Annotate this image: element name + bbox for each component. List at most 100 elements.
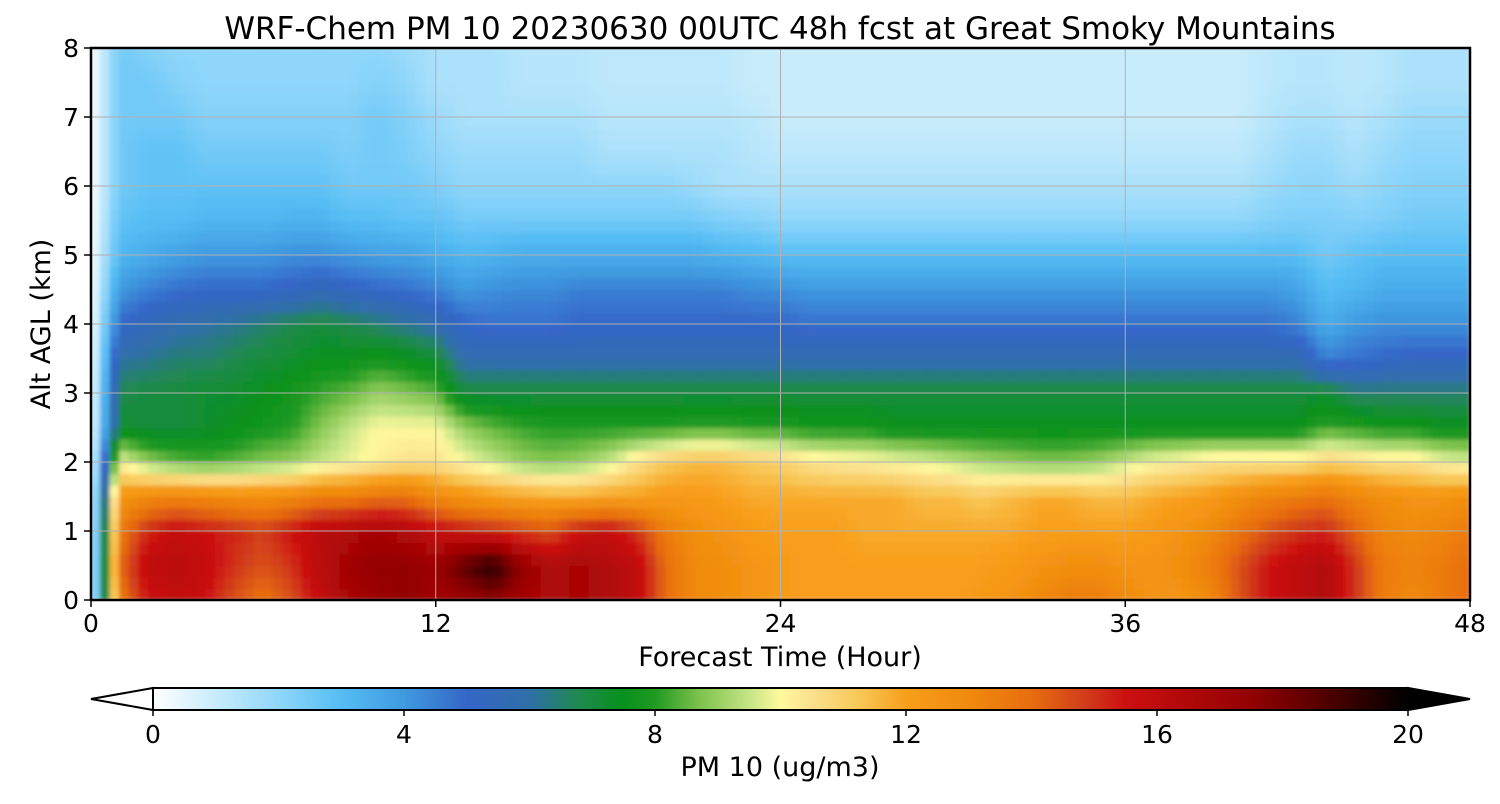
heatmap-cell [1277,231,1289,245]
heatmap-cell [1115,438,1126,452]
heatmap-cell [923,530,935,544]
heatmap-cell [195,334,207,348]
heatmap-cell [214,357,226,371]
heatmap-cell [1115,564,1126,578]
heatmap-cell [1402,518,1414,532]
heatmap-cell [981,219,992,233]
heatmap-cell [942,495,954,509]
heatmap-cell [1258,288,1270,302]
heatmap-cell [214,518,226,532]
heatmap-cell [1086,472,1098,486]
heatmap-cell [597,185,609,199]
heatmap-cell [511,541,523,555]
heatmap-cell [846,277,858,291]
heatmap-cell [1402,392,1414,406]
heatmap-cell [1048,392,1059,406]
heatmap-cell [578,449,590,463]
heatmap-cell [1182,426,1193,440]
heatmap-cell [770,369,782,383]
heatmap-cell [119,346,130,360]
heatmap-cell [684,242,695,256]
heatmap-cell [1411,484,1423,498]
heatmap-cell [760,219,772,233]
heatmap-cell [1210,357,1222,371]
heatmap-cell [1182,530,1193,544]
heatmap-cell [1153,311,1165,325]
heatmap-cell [415,196,427,210]
heatmap-cell [827,300,839,314]
heatmap-cell [645,518,657,532]
heatmap-cell [502,196,513,210]
heatmap-cell [1124,265,1136,279]
heatmap-cell [1191,426,1203,440]
heatmap-cell [942,311,954,325]
heatmap-cell [1086,357,1098,371]
heatmap-cell [1440,587,1452,600]
heatmap-cell [1277,541,1289,555]
heatmap-cell [626,346,638,360]
heatmap-cell [540,334,552,348]
heatmap-cell [1239,484,1251,498]
heatmap-cell [358,484,370,498]
heatmap-cell [894,530,906,544]
heatmap-cell [1459,415,1470,429]
heatmap-cell [91,288,102,302]
heatmap-cell [1239,472,1251,486]
heatmap-cell [521,403,533,417]
heatmap-cell [272,300,284,314]
heatmap-cell [779,553,791,567]
heatmap-cell [569,461,580,475]
heatmap-cell [128,334,140,348]
heatmap-cell [799,541,810,555]
heatmap-cell [301,185,312,199]
heatmap-cell [770,495,782,509]
heatmap-cell [1306,553,1318,567]
heatmap-cell [923,300,935,314]
heatmap-cell [109,495,121,509]
heatmap-cell [818,472,829,486]
heatmap-cell [147,576,159,590]
heatmap-cell [818,231,829,245]
heatmap-cell [205,346,217,360]
heatmap-cell [741,277,753,291]
heatmap-cell [1115,541,1126,555]
heatmap-cell [578,518,590,532]
heatmap-cell [1153,323,1165,337]
heatmap-cell [540,380,552,394]
heatmap-cell [856,254,868,268]
heatmap-cell [818,392,829,406]
heatmap-cell [703,334,715,348]
heatmap-cell [205,484,217,498]
heatmap-cell [674,185,686,199]
heatmap-cell [1364,426,1375,440]
heatmap-cell [961,357,973,371]
heatmap-cell [1124,449,1136,463]
heatmap-cell [358,242,370,256]
heatmap-cell [1229,242,1241,256]
heatmap-cell [722,380,734,394]
heatmap-cell [91,438,102,452]
heatmap-cell [942,254,954,268]
heatmap-cell [597,334,609,348]
heatmap-cell [866,403,877,417]
heatmap-cell [320,185,332,199]
heatmap-cell [1287,587,1299,600]
heatmap-cell [167,530,178,544]
heatmap-cell [234,369,245,383]
heatmap-cell [1172,219,1184,233]
heatmap-cell [674,541,686,555]
heatmap-cell [961,380,973,394]
heatmap-cell [1383,530,1394,544]
heatmap-cell [1325,564,1337,578]
heatmap-cell [1306,426,1318,440]
heatmap-cell [664,219,676,233]
heatmap-cell [923,392,935,406]
heatmap-cell [186,518,197,532]
heatmap-cell [569,415,580,429]
heatmap-cell [483,392,494,406]
heatmap-cell [387,219,399,233]
heatmap-cell [942,541,954,555]
heatmap-cell [741,357,753,371]
heatmap-cell [99,518,111,532]
heatmap-cell [1392,265,1404,279]
